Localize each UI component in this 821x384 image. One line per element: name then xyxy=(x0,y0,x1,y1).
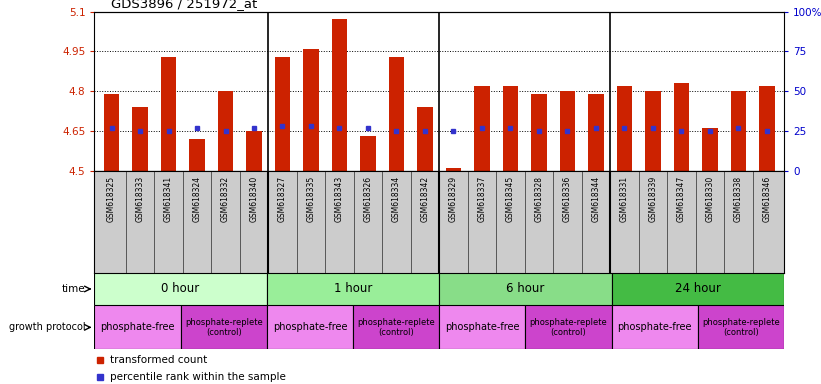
Bar xyxy=(189,139,205,171)
Bar xyxy=(267,273,439,305)
Bar xyxy=(702,128,718,171)
Bar xyxy=(731,91,746,171)
Text: phosphate-free: phosphate-free xyxy=(445,322,520,333)
Bar xyxy=(246,131,262,171)
Text: GSM618330: GSM618330 xyxy=(705,176,714,222)
Bar xyxy=(475,86,490,171)
Bar xyxy=(612,305,698,349)
Text: phosphate-replete
(control): phosphate-replete (control) xyxy=(357,318,435,337)
Bar xyxy=(645,91,661,171)
Bar xyxy=(560,91,576,171)
Text: GSM618346: GSM618346 xyxy=(763,176,772,222)
Text: 0 hour: 0 hour xyxy=(162,283,200,295)
Bar xyxy=(360,136,376,171)
Bar xyxy=(673,83,690,171)
Text: percentile rank within the sample: percentile rank within the sample xyxy=(109,372,286,382)
Bar xyxy=(446,168,461,171)
Bar xyxy=(388,57,404,171)
Text: time: time xyxy=(62,284,86,294)
Text: phosphate-replete
(control): phosphate-replete (control) xyxy=(530,318,608,337)
Text: GSM618342: GSM618342 xyxy=(420,176,429,222)
Text: 6 hour: 6 hour xyxy=(507,283,544,295)
Bar xyxy=(181,305,267,349)
Bar xyxy=(439,273,612,305)
Text: GSM618340: GSM618340 xyxy=(250,176,259,222)
Text: GSM618332: GSM618332 xyxy=(221,176,230,222)
Text: phosphate-free: phosphate-free xyxy=(100,322,175,333)
Text: 24 hour: 24 hour xyxy=(675,283,721,295)
Text: GSM618329: GSM618329 xyxy=(449,176,458,222)
Bar xyxy=(94,273,267,305)
Bar xyxy=(417,107,433,171)
Text: GSM618347: GSM618347 xyxy=(677,176,686,222)
Text: GSM618341: GSM618341 xyxy=(164,176,173,222)
Text: transformed count: transformed count xyxy=(109,355,207,365)
Bar xyxy=(502,86,518,171)
Text: phosphate-free: phosphate-free xyxy=(617,322,692,333)
Bar xyxy=(103,94,119,171)
Bar xyxy=(267,305,353,349)
Text: phosphate-free: phosphate-free xyxy=(273,322,347,333)
Bar xyxy=(275,57,291,171)
Text: GSM618334: GSM618334 xyxy=(392,176,401,222)
Bar xyxy=(525,305,612,349)
Bar xyxy=(161,57,177,171)
Text: GSM618333: GSM618333 xyxy=(135,176,144,222)
Text: GSM618345: GSM618345 xyxy=(506,176,515,222)
Bar xyxy=(353,305,439,349)
Text: GSM618331: GSM618331 xyxy=(620,176,629,222)
Bar xyxy=(617,86,632,171)
Text: GSM618339: GSM618339 xyxy=(649,176,658,222)
Bar xyxy=(132,107,148,171)
Text: 1 hour: 1 hour xyxy=(334,283,372,295)
Bar xyxy=(531,94,547,171)
Text: growth protocol: growth protocol xyxy=(9,322,86,333)
Bar xyxy=(303,49,319,171)
Text: phosphate-replete
(control): phosphate-replete (control) xyxy=(702,318,780,337)
Text: GSM618327: GSM618327 xyxy=(278,176,287,222)
Text: GSM618325: GSM618325 xyxy=(107,176,116,222)
Bar xyxy=(332,20,347,171)
Bar xyxy=(218,91,233,171)
Text: GSM618338: GSM618338 xyxy=(734,176,743,222)
Text: GSM618344: GSM618344 xyxy=(591,176,600,222)
Text: GSM618324: GSM618324 xyxy=(192,176,201,222)
Text: GSM618337: GSM618337 xyxy=(478,176,487,222)
Text: phosphate-replete
(control): phosphate-replete (control) xyxy=(185,318,263,337)
Bar xyxy=(698,305,784,349)
Bar xyxy=(439,305,525,349)
Bar xyxy=(94,305,181,349)
Text: GSM618328: GSM618328 xyxy=(534,176,544,222)
Bar xyxy=(759,86,775,171)
Text: GSM618343: GSM618343 xyxy=(335,176,344,222)
Text: GSM618335: GSM618335 xyxy=(306,176,315,222)
Text: GDS3896 / 251972_at: GDS3896 / 251972_at xyxy=(111,0,257,10)
Text: GSM618336: GSM618336 xyxy=(563,176,572,222)
Bar xyxy=(588,94,603,171)
Bar xyxy=(612,273,784,305)
Text: GSM618326: GSM618326 xyxy=(364,176,373,222)
